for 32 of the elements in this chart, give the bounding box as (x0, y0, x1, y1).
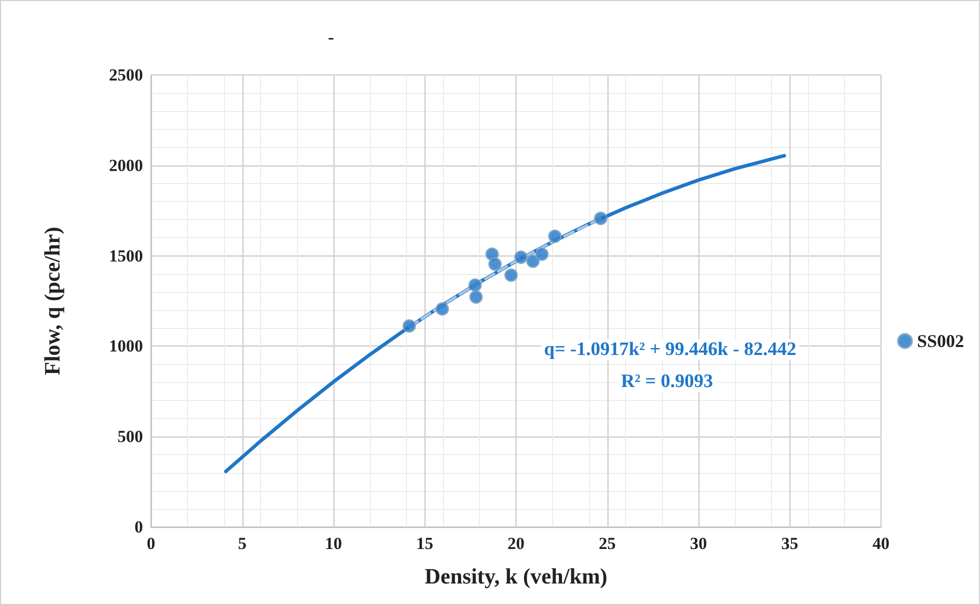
point (436, 302, 450, 316)
point (402, 319, 416, 333)
x-tick-label: 10 (325, 534, 342, 553)
y-axis-title: Flow, q (pce/hr) (40, 226, 64, 376)
y-tick-label: 2500 (109, 66, 143, 84)
point (548, 230, 562, 244)
y-tick-label: 1000 (109, 336, 143, 356)
chart-title: - (328, 27, 334, 47)
x-tick-label: 30 (690, 534, 707, 553)
point (535, 247, 549, 261)
point (526, 254, 540, 268)
annotation: q= -1.0917k² + 99.446k - 82.442 (544, 339, 796, 360)
x-tick-label: 0 (146, 534, 156, 553)
point (468, 278, 482, 292)
annotation: R² = 0.9093 (621, 371, 713, 392)
point (504, 268, 518, 282)
x-tick-label: 15 (416, 534, 434, 553)
y-tick-label: 0 (134, 518, 143, 536)
x-tick-label: 35 (781, 534, 798, 553)
point (514, 250, 528, 264)
x-tick-label: 5 (238, 534, 246, 553)
point (488, 257, 502, 271)
x-tick-label: 20 (508, 534, 524, 553)
point (469, 290, 483, 304)
y-tick-label: 2000 (109, 156, 143, 175)
legend-label: SS002 (916, 331, 964, 351)
x-tick-label: 40 (872, 534, 890, 553)
x-tick-label: 25 (598, 534, 616, 553)
y-tick-label: 500 (118, 427, 143, 446)
y-tick-label: 1500 (109, 246, 143, 266)
point (594, 212, 608, 226)
x-axis-title: Density, k (veh/km) (424, 564, 608, 588)
